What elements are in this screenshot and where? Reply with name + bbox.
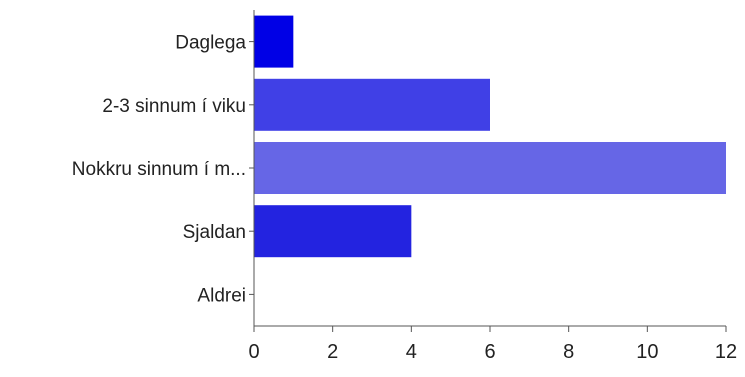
x-tick-label-5: 10 <box>636 341 658 363</box>
bar-1 <box>254 78 490 131</box>
x-tick-label-2: 4 <box>406 341 417 363</box>
category-label-3: Sjaldan <box>183 222 246 243</box>
bar-2 <box>254 142 726 194</box>
ticks-layer <box>249 41 727 332</box>
category-label-2: Nokkru sinnum í m... <box>72 159 246 180</box>
x-tick-label-4: 8 <box>563 341 574 363</box>
category-label-4: Aldrei <box>197 285 246 306</box>
x-tick-label-1: 2 <box>327 341 338 363</box>
category-label-1: 2-3 sinnum í viku <box>102 96 246 117</box>
bar-3 <box>254 205 412 258</box>
category-label-0: Daglega <box>175 33 246 54</box>
x-tick-label-0: 0 <box>248 341 259 363</box>
x-tick-label-3: 6 <box>484 341 495 363</box>
bar-0 <box>254 15 294 68</box>
bars-layer <box>254 15 726 258</box>
labels-layer: Daglega 2-3 sinnum í viku Nokkru sinnum í … <box>72 33 737 363</box>
x-tick-label-6: 12 <box>715 341 737 363</box>
